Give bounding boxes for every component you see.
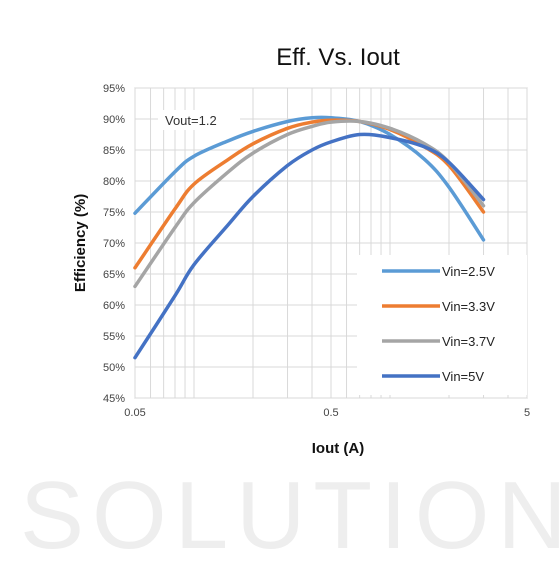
y-tick-label: 75% [103,207,125,219]
y-tick-label: 95% [103,83,125,95]
y-tick-label: 80% [103,176,125,188]
series-lines [133,115,486,360]
watermark-text: SOLUTIONS [20,462,560,564]
series-line-1 [133,115,486,242]
x-axis-title: Iout (A) [312,440,364,457]
vout-annotation: Vout=1.2 [165,113,217,128]
y-tick-label: 60% [103,300,125,312]
y-tick-label: 70% [103,238,125,250]
series-line-3 [133,119,486,289]
legend-label: Vin=3.3V [442,299,495,314]
y-axis-title: Efficiency (%) [72,194,89,292]
axis-ticks: 45% 50% 55% 60% 65% 70% 75% 80% 85% 90% 95% 0.05 0.5… [103,83,530,419]
y-tick-label: 90% [103,114,125,126]
y-tick-label: 65% [103,269,125,281]
y-tick-label: 85% [103,145,125,157]
y-tick-label: 45% [103,393,125,405]
legend-box [357,255,527,395]
x-tick-label: 0.05 [124,407,145,419]
legend-label: Vin=3.7V [442,334,495,349]
legend-label: Vin=2.5V [442,264,495,279]
annotation-bg [158,110,240,130]
y-tick-label: 50% [103,362,125,374]
x-tick-label: 5 [524,407,530,419]
x-tick-label: 0.5 [323,407,338,419]
series-line-4 [133,132,486,360]
y-tick-label: 55% [103,331,125,343]
legend: Vin=2.5V Vin=3.3V Vin=3.7V Vin=5V [357,255,527,395]
chart-title: Eff. Vs. Iout [276,44,400,71]
legend-label: Vin=5V [442,369,484,384]
